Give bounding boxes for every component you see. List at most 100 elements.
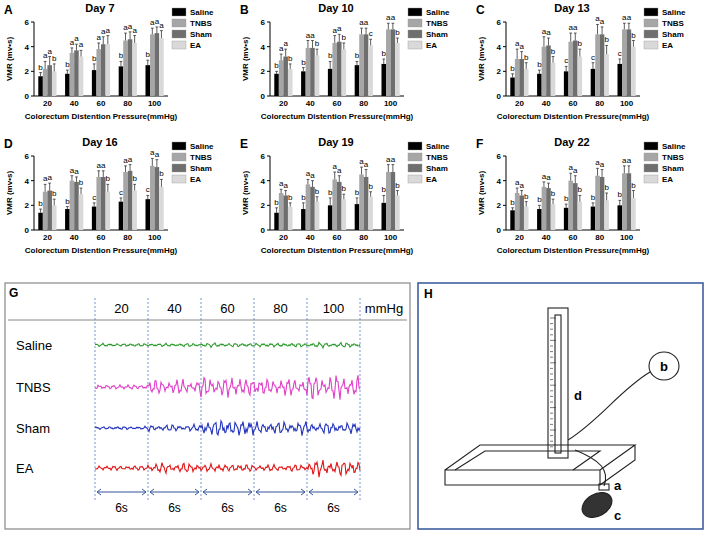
y-tick-label: 4 [261,43,266,52]
panel-label: D [4,137,13,151]
panel-label: G [9,286,18,300]
error-bar [289,64,292,69]
error-bar [342,194,345,199]
panel-label: B [240,3,249,17]
error-bar [289,203,292,207]
bar [315,202,320,230]
bar [288,69,293,96]
legend-swatch [644,153,658,161]
legend-swatch [408,175,422,183]
bar [288,207,293,230]
y-tick [503,96,506,97]
bar [274,74,279,96]
error-bar [547,183,550,188]
bar [617,64,622,96]
significance-letter: a [47,173,52,182]
significance-letter: b [288,54,293,63]
significance-letter: a [132,26,137,35]
error-bar [618,59,621,64]
error-bar [387,23,390,29]
scale-tick [550,329,553,330]
segment-divider [307,298,308,500]
significance-letter: b [52,54,57,63]
error-bar [329,198,332,205]
significance-letter: c [618,49,622,58]
x-tick-label: 40 [70,233,79,242]
valve [599,484,609,490]
bar [631,47,636,96]
significance-letter: b [328,188,333,197]
significance-letter: b [315,187,320,196]
bar [328,205,333,230]
bar [315,55,320,96]
error-bar [543,182,546,187]
tube [575,450,606,486]
bar [123,41,128,97]
error-bar [75,44,78,50]
legend-label: TNBS [190,19,212,28]
bar [150,34,155,96]
significance-letter: b [38,63,43,72]
bar [395,43,400,96]
scale-tick [550,368,553,369]
bar [132,191,137,230]
y-axis [506,156,507,230]
y-tick [267,180,270,181]
error-bar [392,165,395,172]
legend-label: Saline [190,142,214,151]
bar-chart: CDay 13VMR (mv•s)Colorectum Distention P… [476,2,686,121]
legend-swatch [172,175,186,183]
legend-swatch [172,30,186,38]
y-tick-label: 6 [261,152,266,161]
bar [368,45,373,96]
significance-letter: b [551,189,556,198]
y-axis-label: VMR (mv•s) [241,37,250,81]
panel-label: A [4,3,13,17]
plot-area [38,158,163,230]
x-tick-label: 60 [333,99,342,108]
significance-letter: c [92,193,96,202]
significance-letter: b [631,181,636,190]
bar [79,194,84,230]
significance-letter: b [288,193,293,202]
significance-letter: b [537,60,542,69]
error-bar [160,31,163,38]
bar [591,207,596,230]
part-label: c [614,508,621,523]
significance-letter: a [79,40,84,49]
tube [568,372,650,440]
scale-tick [550,446,553,447]
scale-tick [550,346,553,347]
legend-swatch [172,164,186,172]
significance-letter: b [510,64,515,73]
x-tick-label: 20 [43,233,52,242]
y-axis [506,22,507,96]
error-bar [124,166,127,172]
error-bar [605,193,608,200]
legend-label: TNBS [662,153,684,162]
x-tick-label: 60 [97,233,106,242]
legend-label: Sham [426,30,448,39]
error-bar [543,37,546,47]
bar [74,50,79,96]
bar [631,198,636,230]
y-tick-label: 6 [497,152,502,161]
error-bar [574,33,577,40]
recording-panel: G20406080100mmHgSalineTNBSShamEA6s6s6s6s… [5,283,410,529]
bar [96,177,101,230]
y-tick [267,156,270,157]
legend-swatch [408,8,422,16]
legend-label: Sham [190,164,212,173]
significance-letter: b [79,178,84,187]
error-bar [102,37,105,44]
error-bar [369,192,372,197]
x-tick-label: 80 [359,233,368,242]
significance-letter: b [132,174,137,183]
bar [38,213,43,230]
significance-letter: b [551,47,556,56]
scale-tick [550,441,553,442]
chart-title: Day 13 [554,2,589,14]
x-tick-label: 80 [595,233,604,242]
pressure-label: 80 [273,301,287,316]
error-bar [333,172,336,179]
